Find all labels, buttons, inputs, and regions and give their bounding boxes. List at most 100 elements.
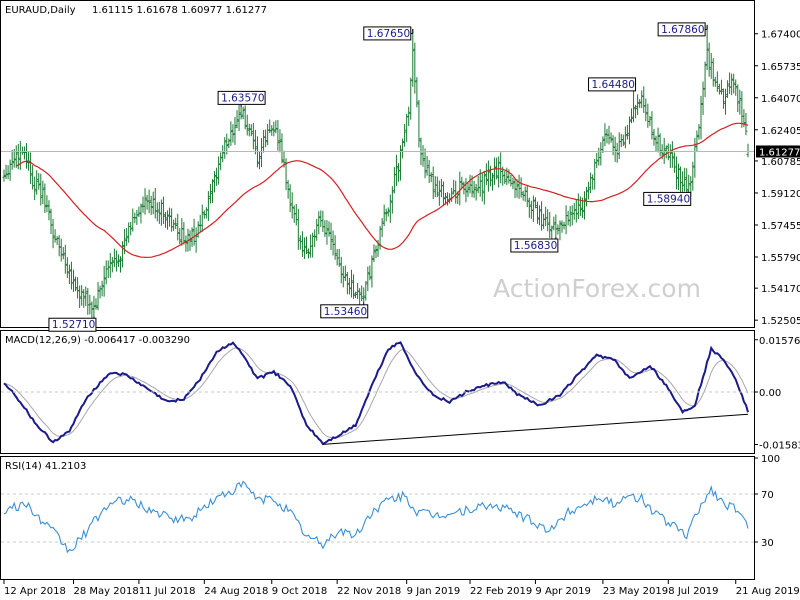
- price-bar: [648, 115, 652, 127]
- current-price-badge: [756, 145, 800, 158]
- price-bar: [572, 202, 576, 220]
- price-bar: [380, 218, 384, 237]
- price-bar: [527, 197, 531, 218]
- price-bar: [249, 124, 253, 137]
- watermark: ActionForex.com: [493, 274, 701, 303]
- price-bar: [480, 172, 484, 202]
- price-bar: [239, 107, 243, 120]
- price-bar: [206, 191, 210, 221]
- price-axis: 1.67400 1.65735 1.64070 1.62405 1.60785 1.591…: [754, 30, 800, 327]
- price-tick-label: 1.64070: [761, 94, 800, 105]
- price-bar: [147, 189, 151, 214]
- price-bar: [558, 220, 562, 241]
- price-bar: [388, 194, 392, 223]
- price-bar: [454, 180, 458, 204]
- price-tick-label: 1.65735: [761, 62, 800, 73]
- price-bar: [94, 298, 98, 310]
- price-bar: [503, 171, 507, 184]
- price-bar: [65, 257, 69, 279]
- price-bar: [429, 172, 433, 183]
- price-bar: [153, 187, 157, 219]
- moving-average-line: [16, 122, 749, 259]
- time-tick-label: 22 Nov 2018: [337, 586, 401, 597]
- price-bar: [290, 192, 294, 219]
- price-bar: [12, 148, 16, 168]
- price-bar: [623, 126, 627, 149]
- price-bar: [110, 256, 114, 273]
- price-bar: [288, 184, 292, 213]
- annotation-1.64480: 1.64480: [588, 77, 637, 92]
- price-bar: [102, 265, 106, 297]
- price-bar: [174, 217, 178, 230]
- annotation-label: 1.63570: [221, 92, 264, 104]
- annotation-label: 1.53460: [324, 306, 367, 318]
- price-bar: [523, 186, 527, 202]
- price-bar: [732, 73, 736, 94]
- price-tick-label: 1.54170: [761, 284, 800, 295]
- macd-tick-label: -0.015834: [759, 440, 800, 451]
- price-bar: [92, 295, 96, 317]
- price-bar: [352, 274, 356, 299]
- annotation-1.58940: 1.58940: [643, 191, 692, 206]
- price-bar: [601, 136, 605, 153]
- rsi-axis: 100 70 30: [754, 454, 780, 549]
- time-tick-label: 9 Jan 2019: [407, 586, 461, 597]
- price-bar: [305, 236, 309, 255]
- price-bar: [190, 227, 194, 247]
- price-bar: [674, 156, 678, 190]
- price-bar: [35, 170, 39, 195]
- price-bar: [394, 154, 398, 186]
- price-bar: [41, 180, 45, 205]
- price-bar: [734, 79, 738, 96]
- price-bar: [621, 134, 625, 147]
- price-bar: [210, 179, 214, 203]
- price-bar: [511, 177, 515, 190]
- price-bar: [458, 171, 462, 206]
- price-bar: [84, 286, 88, 307]
- price-bar: [339, 256, 343, 284]
- price-bar: [33, 176, 37, 201]
- price-bar: [640, 90, 644, 109]
- price-bar: [658, 133, 662, 157]
- price-bar: [313, 229, 317, 247]
- price-bar: [699, 95, 703, 140]
- price-bar: [51, 218, 55, 249]
- price-bar: [116, 254, 120, 267]
- price-bar: [650, 111, 654, 140]
- price-bar: [221, 145, 225, 163]
- annotation-1.56830: 1.56830: [510, 237, 559, 253]
- time-tick-label: 9 Apr 2019: [535, 586, 590, 597]
- price-bar: [362, 287, 366, 302]
- annotation-1.63570: 1.63570: [217, 90, 266, 108]
- current-price-label: 1.61277: [759, 147, 800, 158]
- price-header-values: 1.61115 1.61678 1.60977 1.61277: [92, 5, 267, 16]
- price-bar: [403, 123, 407, 147]
- time-tick-label: 8 Jul 2019: [668, 586, 718, 597]
- price-bar: [409, 77, 413, 120]
- price-bar: [703, 61, 707, 98]
- price-bar: [80, 285, 84, 306]
- annotation-label: 1.67860: [661, 24, 704, 36]
- price-bar: [354, 291, 358, 298]
- price-bar: [482, 170, 486, 205]
- price-bar: [43, 183, 47, 213]
- macd-line: [3, 341, 749, 446]
- price-bar: [413, 42, 417, 94]
- price-bar: [108, 253, 112, 278]
- price-bar: [270, 125, 274, 136]
- price-bar: [374, 245, 378, 259]
- price-bar: [491, 173, 495, 191]
- macd-tick-label: 0.00: [759, 388, 781, 399]
- price-bar: [59, 238, 63, 262]
- price-bar: [247, 123, 251, 137]
- price-bar: [194, 227, 198, 253]
- price-bar: [474, 184, 478, 201]
- price-bar: [229, 121, 233, 146]
- annotation-1.67650: 1.67650: [363, 26, 414, 41]
- price-bar: [538, 205, 542, 226]
- price-bar: [231, 124, 235, 143]
- price-bar: [188, 230, 192, 251]
- time-tick-label: 9 Oct 2018: [272, 586, 327, 597]
- price-bar: [683, 167, 687, 192]
- annotation-label: 1.64480: [592, 79, 635, 91]
